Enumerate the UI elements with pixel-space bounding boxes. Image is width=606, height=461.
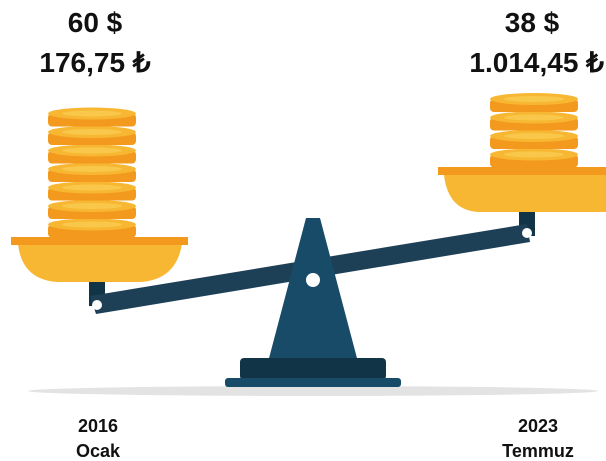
coin — [62, 111, 122, 117]
coin — [504, 133, 564, 139]
base — [240, 358, 386, 380]
right-usd: 38 $ — [505, 7, 560, 38]
beam-end — [522, 228, 532, 238]
coin — [62, 185, 122, 191]
left-pan — [18, 244, 182, 282]
right-try: 1.014,45 ₺ — [469, 47, 604, 78]
fulcrum — [268, 218, 358, 362]
base-foot — [225, 378, 401, 387]
pivot — [306, 273, 320, 287]
page: 60 $ 176,75 ₺ 38 $ 1.014,45 ₺ 2016 Ocak … — [0, 0, 606, 461]
coin — [62, 222, 122, 228]
left-year: 2016 — [78, 416, 118, 436]
coin — [504, 96, 564, 102]
right-pan — [444, 175, 606, 212]
coins — [48, 93, 578, 238]
scale-illustration: 60 $ 176,75 ₺ 38 $ 1.014,45 ₺ 2016 Ocak … — [0, 0, 606, 461]
left-pan-rim — [11, 237, 188, 245]
ground-shadow — [28, 386, 598, 396]
coin — [62, 148, 122, 154]
left-month: Ocak — [76, 441, 121, 461]
right-year: 2023 — [518, 416, 558, 436]
coin — [62, 129, 122, 135]
coin — [504, 152, 564, 158]
beam-end — [92, 300, 102, 310]
coin — [62, 203, 122, 209]
left-try: 176,75 ₺ — [39, 47, 150, 78]
coin — [504, 115, 564, 121]
left-usd: 60 $ — [68, 7, 123, 38]
right-month: Temmuz — [502, 441, 574, 461]
right-pan-rim — [438, 167, 606, 175]
coin — [62, 166, 122, 172]
